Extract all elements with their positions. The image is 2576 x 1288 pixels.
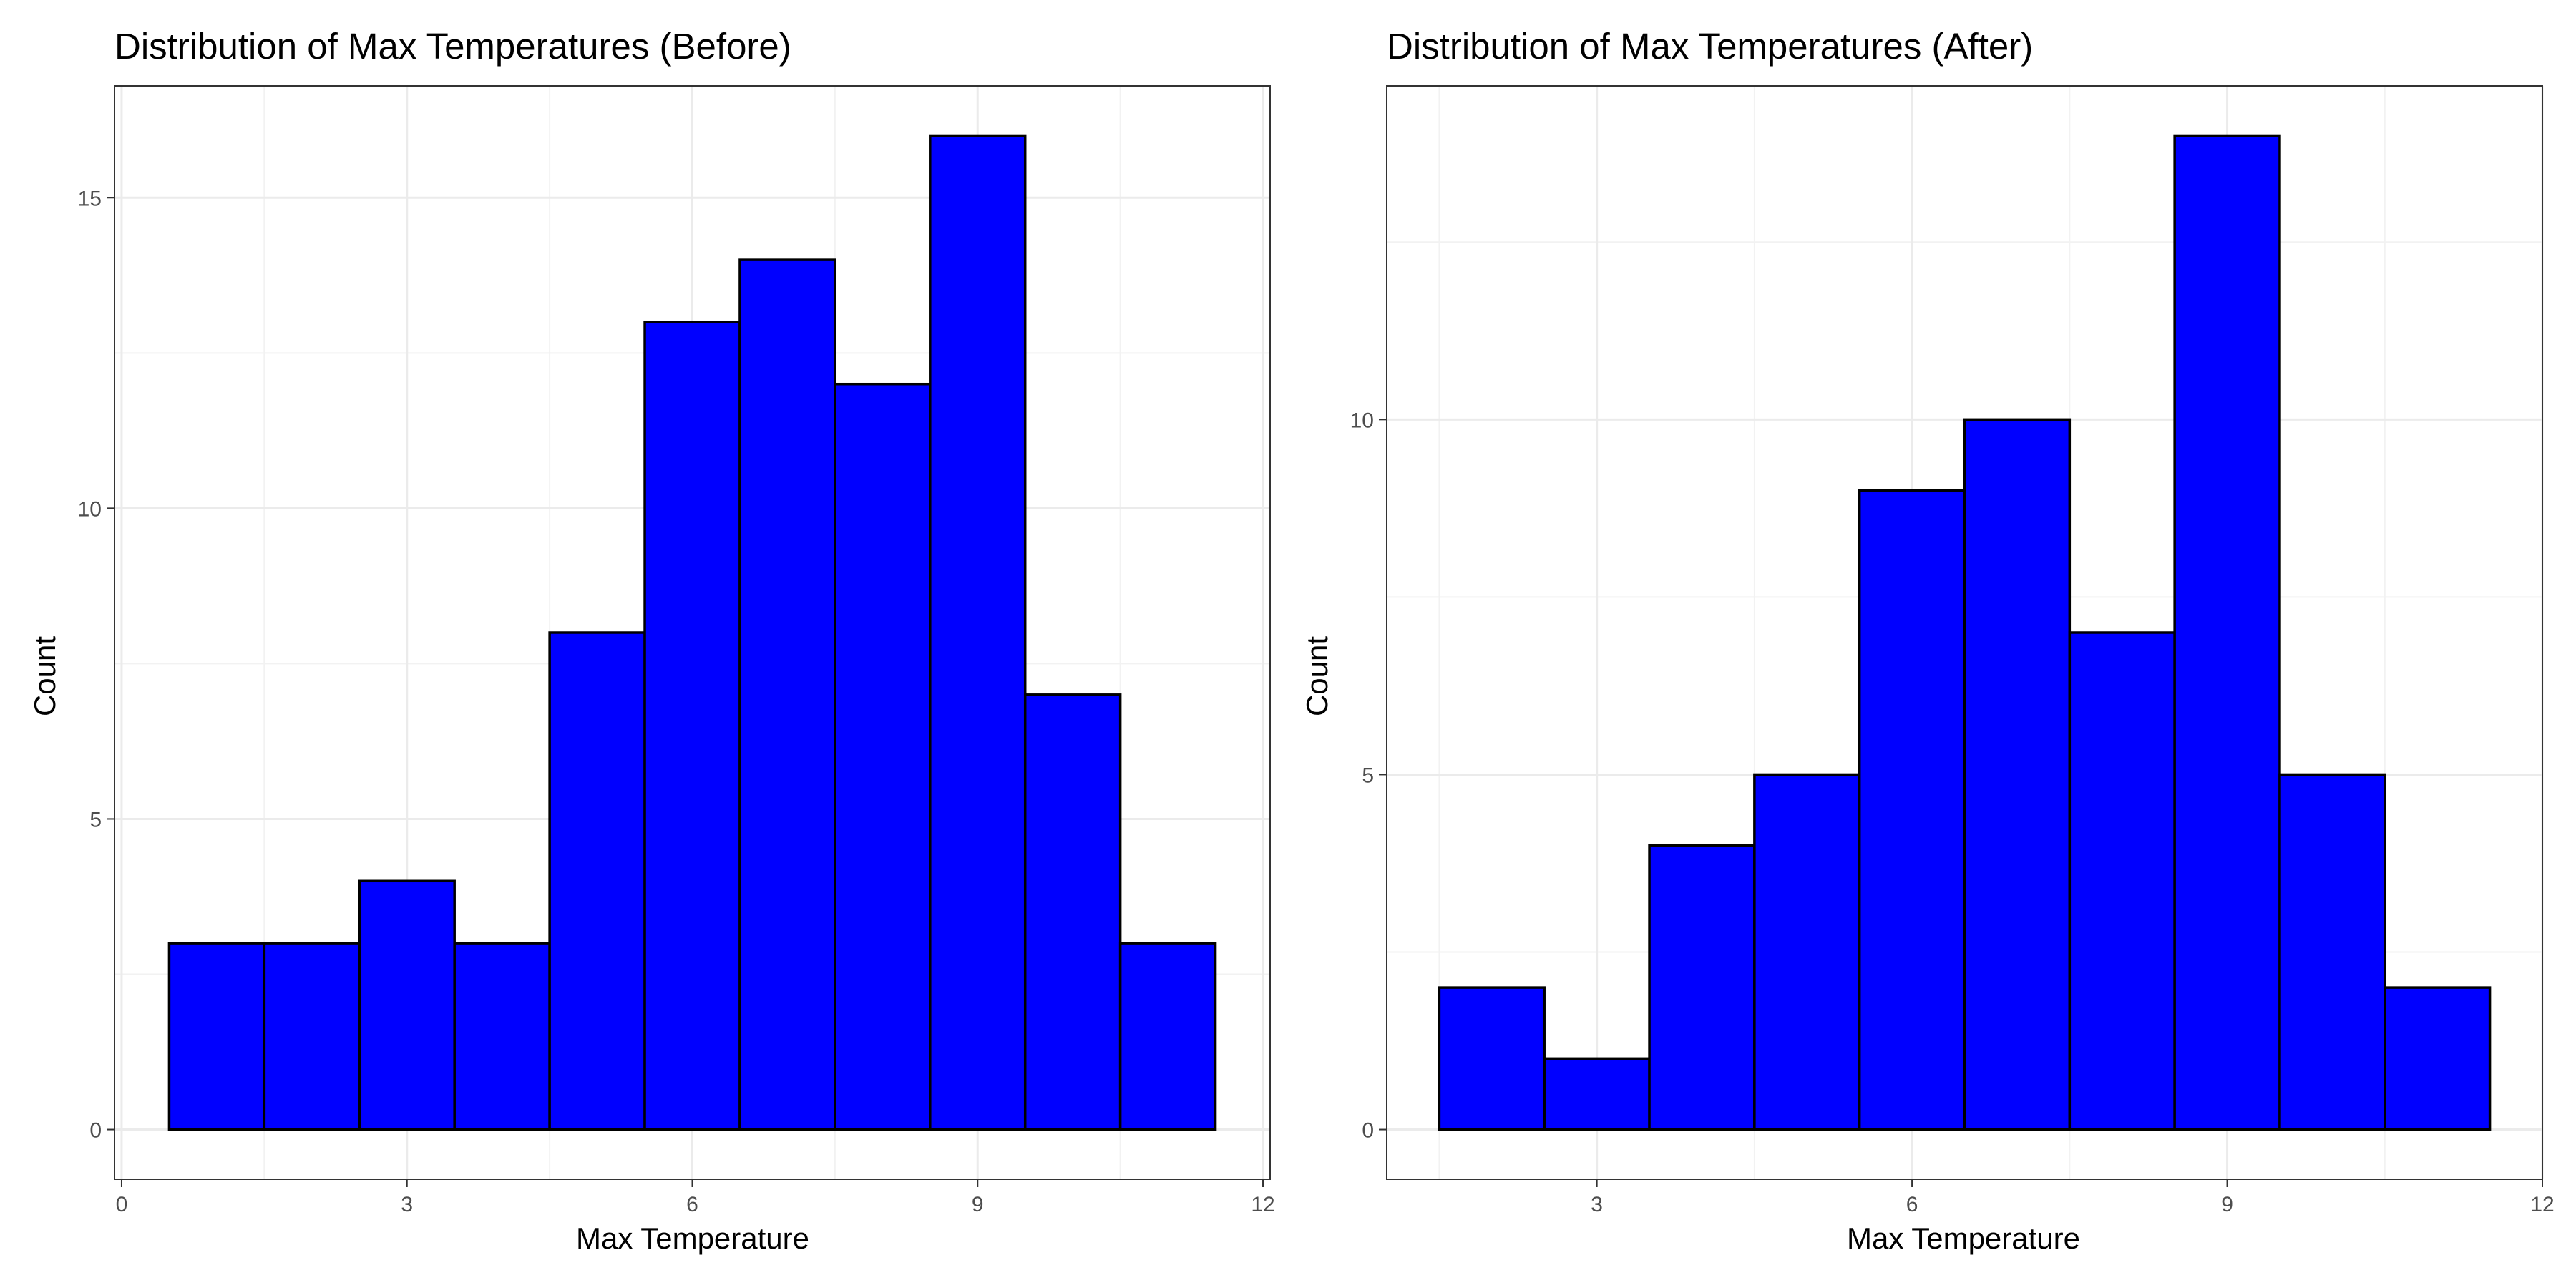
before-histogram-bar-4	[548, 631, 646, 1131]
after-histogram-bar-6	[2068, 631, 2176, 1131]
after-histogram-bar-2	[1648, 844, 1756, 1131]
after-y-axis-title: Count	[1300, 636, 1334, 716]
after-histogram-bar-7	[2173, 134, 2281, 1131]
after-x-tick-label-1: 6	[1906, 1193, 1918, 1216]
after-histogram-bar-9	[2384, 986, 2492, 1131]
before-plot-title: Distribution of Max Temperatures (Before…	[114, 26, 791, 67]
before-y-tick-label-0: 0	[89, 1119, 102, 1143]
after-histogram-bar-4	[1858, 489, 1966, 1131]
after-x-tick-label-2: 9	[2221, 1193, 2233, 1216]
after-histogram-panel: Distribution of Max Temperatures (After)…	[1300, 26, 2555, 1255]
before-histogram-bar-8	[929, 134, 1027, 1131]
after-histogram-bar-5	[1963, 418, 2072, 1131]
after-plot-title: Distribution of Max Temperatures (After)	[1387, 26, 2033, 67]
after-x-tick-label-3: 12	[2530, 1193, 2554, 1216]
after-panel-border	[1386, 85, 2543, 1180]
before-x-tick-label-3: 9	[972, 1193, 984, 1216]
before-y-tick-label-1: 5	[89, 808, 102, 831]
before-x-tick-label-1: 3	[401, 1193, 413, 1216]
before-y-axis-title: Count	[28, 636, 62, 716]
after-y-tick-label-0: 0	[1362, 1119, 1374, 1143]
before-x-tick-label-4: 12	[1251, 1193, 1274, 1216]
before-histogram-bar-6	[738, 258, 836, 1131]
before-histogram-bar-7	[834, 382, 932, 1131]
after-histogram-bar-3	[1753, 773, 1861, 1131]
before-histogram-bar-3	[453, 942, 551, 1131]
before-histogram-bar-5	[643, 321, 741, 1131]
after-x-axis-title: Max Temperature	[1847, 1221, 2080, 1255]
after-y-tick-label-2: 10	[1350, 409, 1374, 432]
before-x-tick-label-0: 0	[116, 1193, 128, 1216]
after-x-tick-label-0: 3	[1591, 1193, 1603, 1216]
before-y-tick-label-3: 15	[78, 187, 102, 210]
before-histogram-panel: Distribution of Max Temperatures (Before…	[28, 26, 1275, 1255]
before-histogram-bar-10	[1118, 942, 1217, 1131]
before-histogram-bar-2	[358, 879, 456, 1131]
before-y-tick-label-2: 10	[78, 497, 102, 521]
before-histogram-bar-9	[1023, 693, 1122, 1131]
before-x-axis-title: Max Temperature	[576, 1221, 809, 1255]
after-histogram-bar-0	[1438, 986, 1546, 1131]
after-y-tick-label-1: 5	[1362, 763, 1374, 787]
after-histogram-bar-1	[1543, 1057, 1651, 1131]
before-x-tick-label-2: 6	[686, 1193, 698, 1216]
before-histogram-bar-0	[167, 942, 266, 1131]
after-histogram-bar-8	[2278, 773, 2386, 1131]
before-histogram-bar-1	[263, 942, 361, 1131]
